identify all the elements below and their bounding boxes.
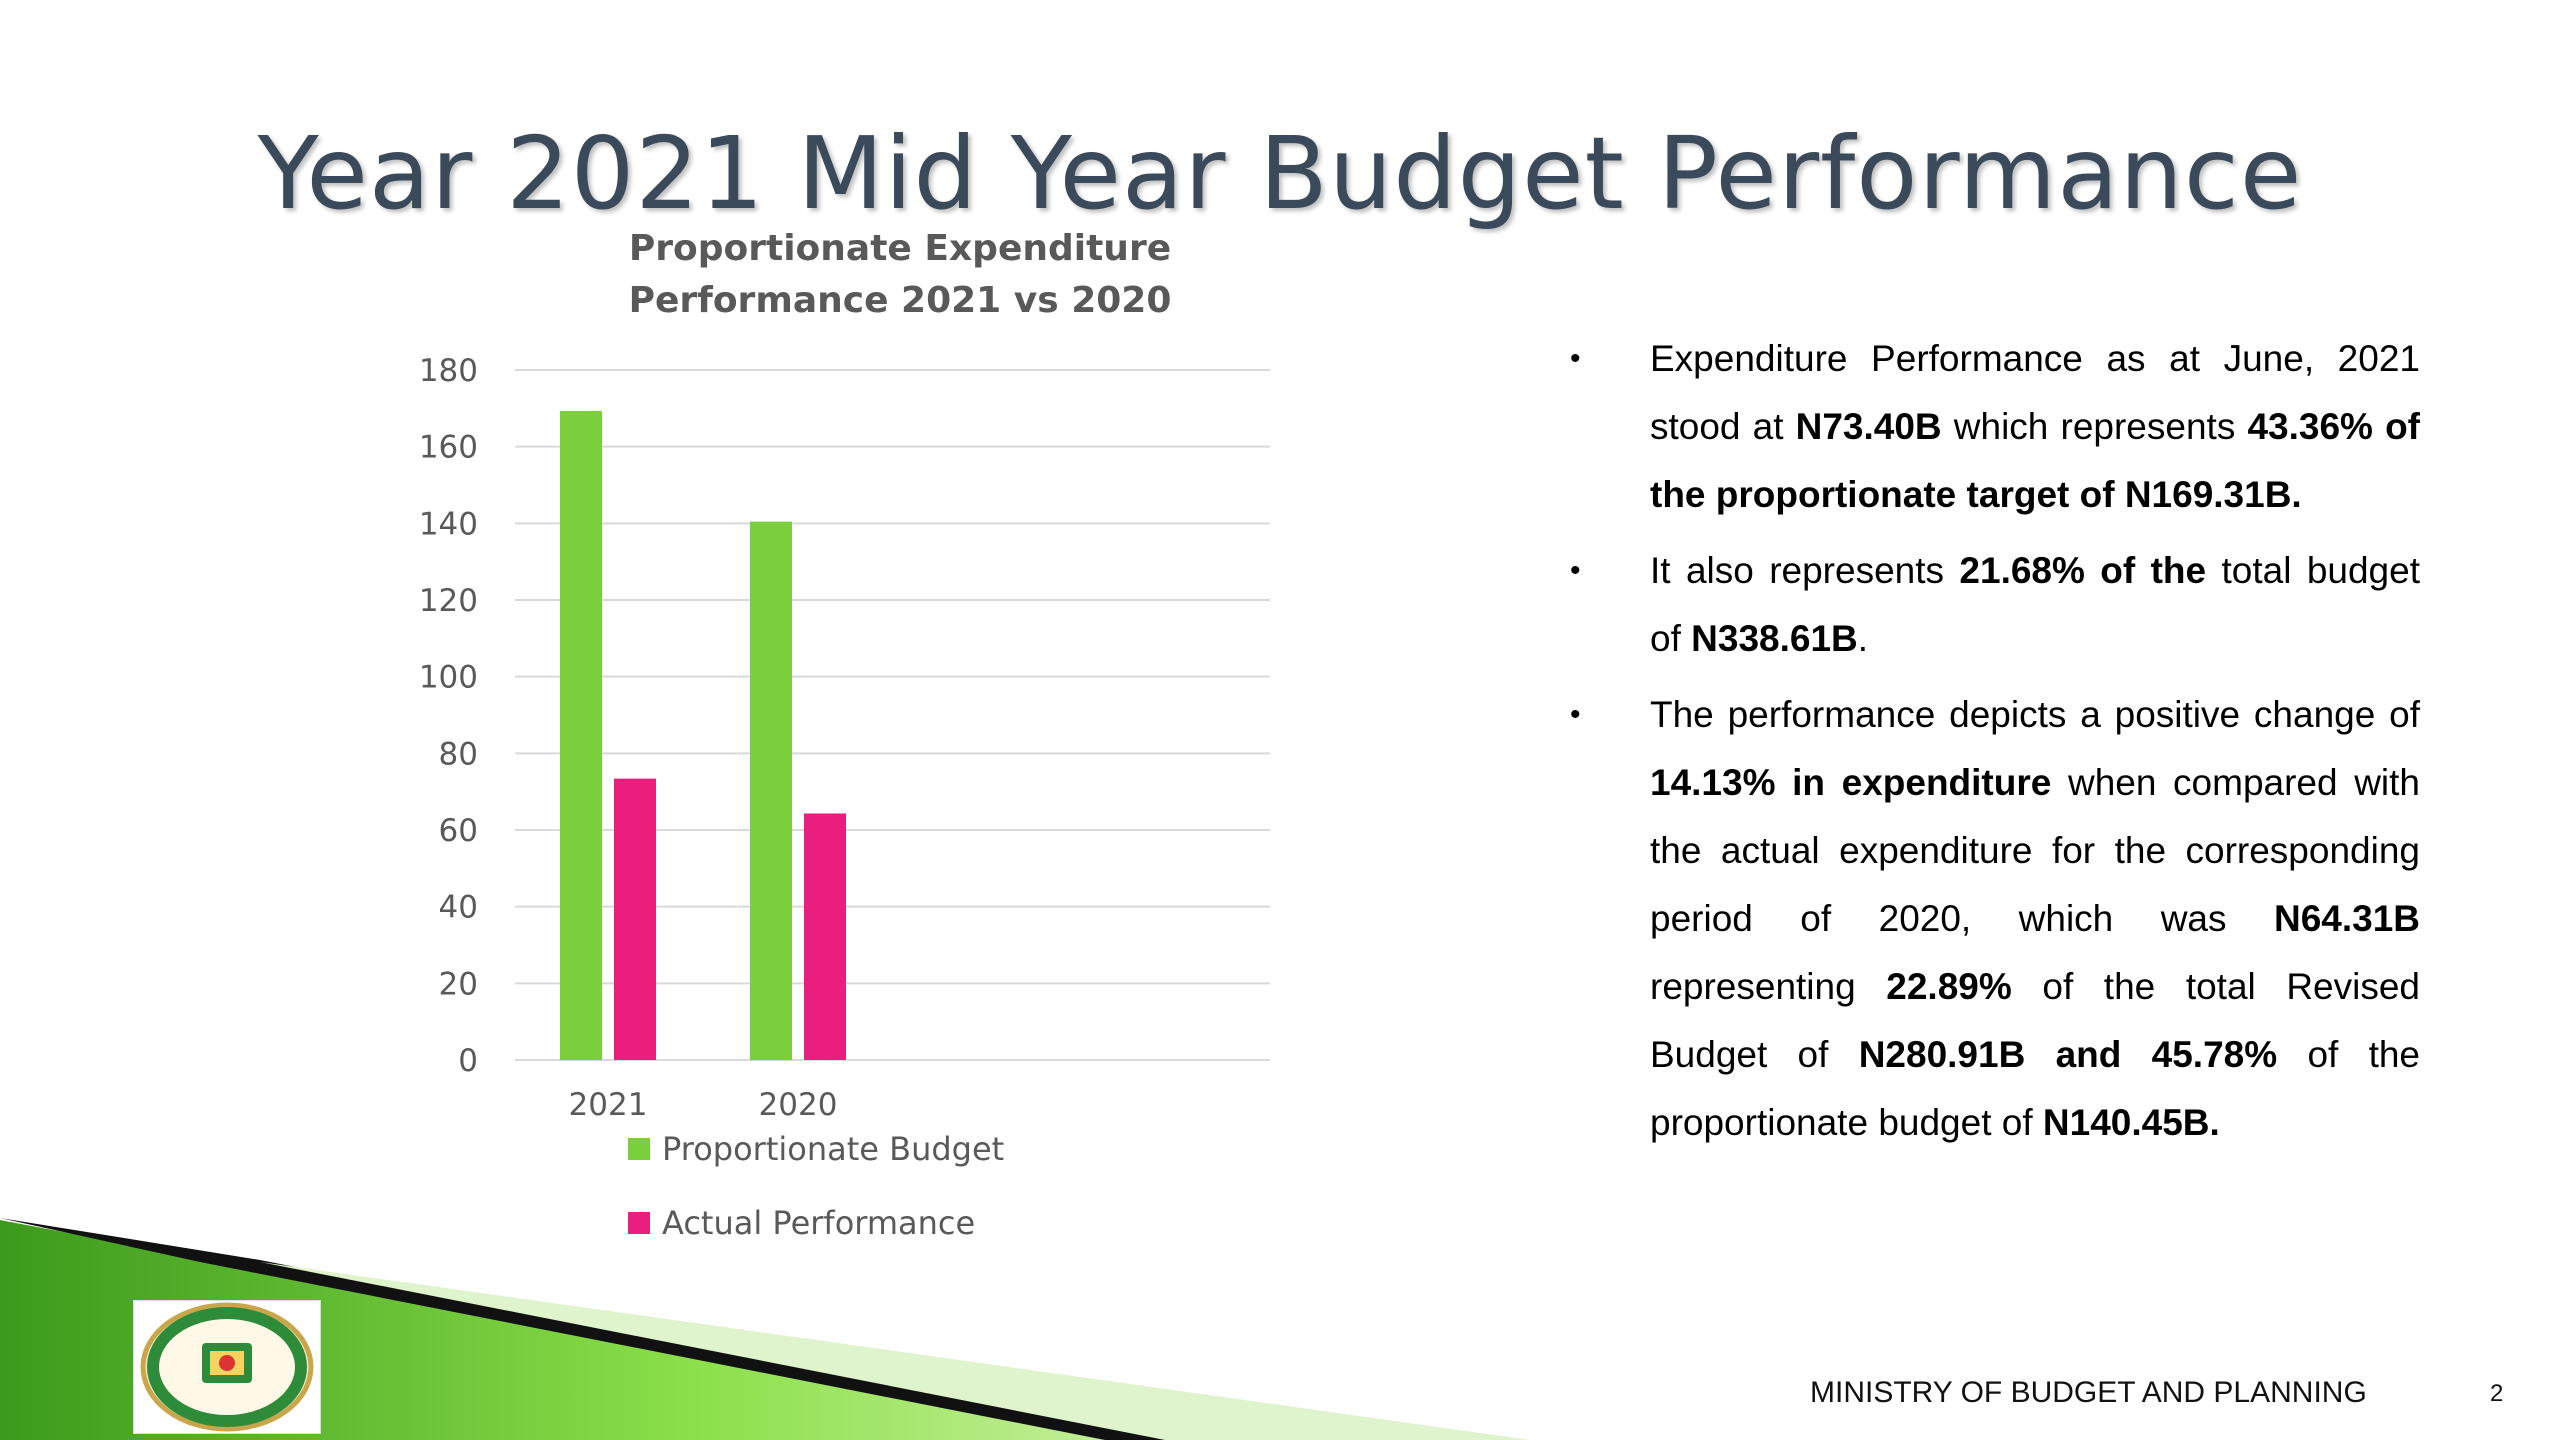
y-tick-label: 0 (458, 1043, 478, 1079)
x-tick-label: 2021 (569, 1087, 648, 1123)
legend-swatch (628, 1212, 650, 1234)
bullet-text-segment: 21.68% of the (1959, 550, 2207, 591)
bar-chart: Proportionate Expenditure Performance 202… (419, 228, 1270, 1242)
y-tick-label: 160 (419, 430, 478, 466)
legend-label: Actual Performance (662, 1204, 975, 1242)
bullet-item: It also represents 21.68% of the total b… (1570, 537, 2420, 673)
bullet-text-segment: 14.13% in expenditure (1650, 762, 2052, 803)
bullet-item: The performance depicts a positive chang… (1570, 681, 2420, 1157)
x-tick-label: 2020 (759, 1087, 838, 1123)
bullet-text-segment: 43.36% of the proportionate target of N1… (1650, 406, 2420, 515)
y-tick-label: 40 (439, 890, 478, 926)
bullet-text-segment: . (1857, 618, 1869, 659)
bullet-text-segment: of the proportionate budget of (1650, 1034, 2421, 1143)
bullet-text-segment: of the total Revised Budget of (1650, 966, 2421, 1075)
y-tick-label: 180 (419, 353, 478, 389)
bullet-text-segment: N280.91B and 45.78% (1858, 1034, 2278, 1075)
y-tick-label: 80 (439, 736, 478, 772)
bullet-text-segment: The performance depicts a positive chang… (1650, 694, 2420, 735)
chart-title-line: Performance 2021 vs 2020 (629, 280, 1172, 321)
legend-swatch (628, 1138, 650, 1160)
bullet-text-segment: total budget of (1650, 550, 2420, 659)
chart-title-line: Proportionate Expenditure (629, 228, 1171, 269)
page-number: 2 (2490, 1380, 2504, 1407)
footer-ministry: MINISTRY OF BUDGET AND PLANNING (1810, 1376, 2367, 1409)
bar-2021-actual-performance (614, 778, 656, 1060)
y-tick-label: 120 (419, 583, 478, 619)
y-tick-label: 100 (419, 660, 478, 696)
bullet-text-segment: representing (1650, 966, 1887, 1007)
bullet-text-segment: Expenditure Performance as at June, 2021… (1650, 338, 2420, 447)
y-tick-label: 20 (439, 966, 478, 1002)
slide-title: Year 2021 Mid Year Budget Performance (257, 115, 2303, 232)
bullet-text-segment: N73.40B (1795, 406, 1942, 447)
state-seal-icon (140, 1302, 314, 1432)
bullet-text-segment: It also represents (1650, 550, 1960, 591)
bar-2020-actual-performance (804, 813, 846, 1060)
bullet-text-segment: N64.31B (2273, 898, 2420, 939)
black-stripe (0, 1218, 1170, 1440)
y-tick-label: 140 (419, 506, 478, 542)
bullet-text-segment: 22.89% (1886, 966, 2012, 1007)
bar-2021-proportionate-budget (560, 410, 602, 1060)
light-green-stripe (260, 1262, 1530, 1440)
bullet-text-segment: which represents (1941, 406, 2248, 447)
bullet-list: Expenditure Performance as at June, 2021… (1570, 325, 2420, 1165)
legend-label: Proportionate Budget (662, 1130, 1004, 1168)
ogun-state-logo (133, 1300, 321, 1434)
bullet-item: Expenditure Performance as at June, 2021… (1570, 325, 2420, 529)
bar-2020-proportionate-budget (750, 521, 792, 1060)
bullet-text-segment: when compared with the actual expenditur… (1650, 762, 2420, 939)
bullet-text-segment: N140.45B. (2042, 1102, 2220, 1143)
bullet-text-segment: N338.61B (1691, 618, 1858, 659)
y-tick-label: 60 (439, 813, 478, 849)
